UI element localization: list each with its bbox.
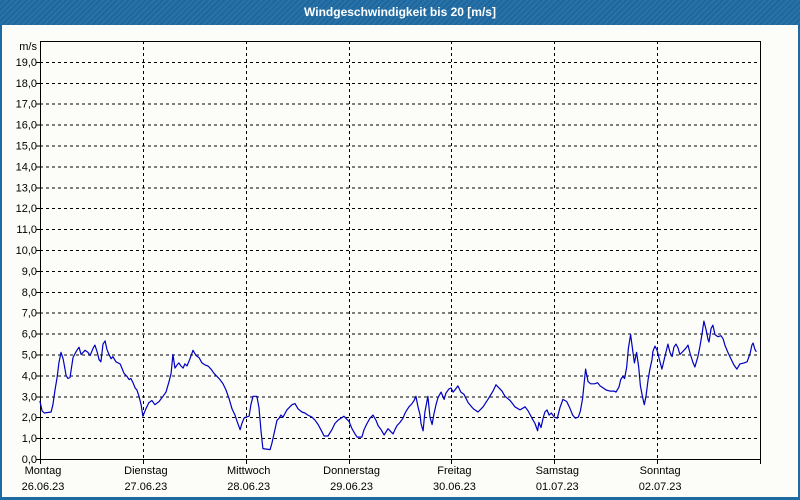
y-tick-label: 3,0 bbox=[22, 391, 37, 403]
x-axis-date-label: 30.06.23 bbox=[433, 481, 476, 493]
y-tick-label: 12,0 bbox=[16, 203, 37, 215]
x-axis-date-label: 28.06.23 bbox=[227, 481, 270, 493]
chart-background bbox=[2, 25, 798, 497]
y-tick-label: 19,0 bbox=[16, 57, 37, 69]
y-tick-label: 17,0 bbox=[16, 99, 37, 111]
x-axis-day-label: Sonntag bbox=[640, 465, 681, 477]
wind-speed-line bbox=[39, 320, 757, 451]
y-tick-label: 7,0 bbox=[22, 308, 37, 320]
y-tick-label: 2,0 bbox=[22, 412, 37, 424]
window-title: Windgeschwindigkeit bis 20 [m/s] bbox=[304, 5, 496, 19]
y-tick-label: 18,0 bbox=[16, 78, 37, 90]
y-gridlines bbox=[40, 61, 760, 440]
y-tick-label: 11,0 bbox=[16, 224, 37, 236]
y-tick-label: 6,0 bbox=[22, 329, 37, 341]
y-tick-label: 16,0 bbox=[16, 120, 37, 132]
x-axis-date-label: 29.06.23 bbox=[330, 481, 373, 493]
x-axis-date-label: 27.06.23 bbox=[124, 481, 167, 493]
y-tick-labels: 0,0 1,0 2,0 3,0 4,0 5,0 6,0 7,0 8,0 9,0 10,0 11,0 12… bbox=[16, 57, 37, 466]
y-axis-unit-label: m/s bbox=[19, 41, 37, 53]
x-axis-date-label: 02.07.23 bbox=[639, 481, 682, 493]
plot-frame bbox=[40, 41, 761, 460]
window-titlebar: Windgeschwindigkeit bis 20 [m/s] bbox=[0, 0, 800, 25]
x-axis-day-label: Dienstag bbox=[124, 465, 167, 477]
y-tick-label: 14,0 bbox=[16, 161, 37, 173]
y-tick-label: 8,0 bbox=[22, 287, 37, 299]
x-axis-day-label: Freitag bbox=[437, 465, 471, 477]
y-tick-label: 15,0 bbox=[16, 141, 37, 153]
y-tick-label: 1,0 bbox=[22, 433, 37, 445]
y-tick-label: 13,0 bbox=[16, 182, 37, 194]
y-tick-label: 0,0 bbox=[22, 454, 37, 466]
x-axis-day-label: Montag bbox=[25, 465, 62, 477]
y-tick-label: 4,0 bbox=[22, 370, 37, 382]
x-axis-date-label: 01.07.23 bbox=[536, 481, 579, 493]
x-axis-day-label: Samstag bbox=[536, 465, 579, 477]
x-axis-day-label: Mittwoch bbox=[227, 465, 270, 477]
y-tick-label: 9,0 bbox=[22, 266, 37, 278]
x-axis-day-label: Donnerstag bbox=[323, 465, 380, 477]
x-axis-date-label: 26.06.23 bbox=[22, 481, 65, 493]
y-tick-label: 10,0 bbox=[16, 245, 37, 257]
y-tick-label: 5,0 bbox=[22, 350, 37, 362]
x-axis-labels: Montag 26.06.23 Dienstag 27.06.23 Mittwoch 28… bbox=[22, 465, 682, 493]
axis-ticks bbox=[36, 61, 761, 464]
